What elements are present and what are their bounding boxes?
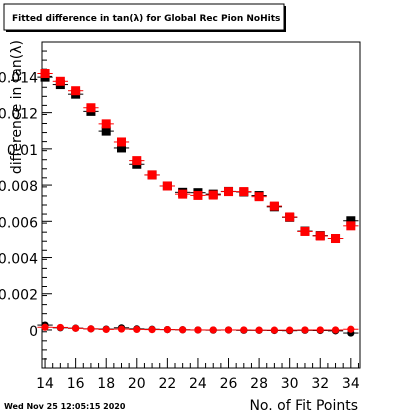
- x-tick-label: 16: [67, 376, 85, 392]
- data-point: [286, 326, 294, 334]
- chart-title: Fitted difference in tan(λ) for Global R…: [12, 14, 280, 24]
- data-point: [86, 103, 96, 113]
- data-point: [316, 326, 324, 334]
- x-tick-label: 28: [250, 376, 268, 392]
- data-point: [163, 326, 171, 334]
- data-point: [148, 326, 156, 334]
- series-circle-red: [37, 323, 359, 334]
- x-axis-label: No. of Fit Points: [249, 398, 358, 414]
- data-point: [72, 324, 80, 332]
- data-point: [56, 323, 64, 332]
- data-point: [270, 326, 278, 334]
- data-point: [55, 76, 65, 86]
- plot-frame: [41, 41, 361, 369]
- y-axis-label: difference in tan(λ): [9, 40, 25, 174]
- data-point: [209, 326, 217, 334]
- data-point: [347, 325, 355, 333]
- y-tick-label: 0.012: [0, 107, 38, 123]
- data-point: [224, 326, 233, 334]
- data-point: [179, 326, 187, 334]
- data-point: [301, 326, 309, 334]
- data-point: [285, 212, 295, 222]
- data-point: [162, 181, 172, 191]
- data-point: [240, 326, 248, 334]
- y-tick-label: 0.004: [0, 252, 38, 268]
- y-axis: 0 0.002 0.004 0.006 0.008 0.01 0.012 0.014: [0, 50, 52, 369]
- x-tick-label: 30: [281, 376, 299, 392]
- series-layer: [37, 69, 359, 337]
- series-square-black: [37, 72, 359, 244]
- data-point: [71, 86, 81, 96]
- data-point: [331, 326, 340, 334]
- y-tick-label: 0.002: [0, 288, 38, 304]
- data-point: [315, 231, 325, 241]
- data-point: [239, 187, 249, 197]
- data-point: [254, 192, 264, 202]
- data-point: [346, 216, 356, 226]
- x-tick-label: 22: [158, 376, 176, 392]
- data-point: [117, 137, 126, 147]
- data-point: [208, 190, 218, 200]
- data-point: [147, 170, 157, 180]
- data-point: [255, 326, 263, 334]
- y-tick-label: 0.008: [0, 179, 38, 195]
- x-tick-label: 32: [311, 376, 329, 392]
- x-axis: 14 16 18 20 22 24 26 28 30 32 34: [36, 358, 360, 392]
- data-point: [331, 234, 341, 244]
- x-tick-label: 34: [342, 376, 360, 392]
- data-point: [40, 69, 50, 79]
- timestamp: Wed Nov 25 12:05:15 2020: [4, 402, 126, 411]
- data-point: [224, 187, 234, 197]
- data-point: [102, 325, 110, 334]
- data-point: [132, 156, 142, 166]
- data-point: [101, 119, 111, 129]
- title-box: Fitted difference in tan(λ) for Global R…: [3, 3, 286, 32]
- data-point: [117, 143, 126, 153]
- data-point: [101, 126, 111, 136]
- data-point: [269, 201, 279, 211]
- x-tick-label: 18: [97, 376, 115, 392]
- x-tick-label: 20: [128, 376, 146, 392]
- x-tick-label: 14: [36, 376, 54, 392]
- data-point: [346, 221, 356, 231]
- data-point: [194, 326, 202, 334]
- series-square-red: [37, 69, 359, 244]
- data-point: [133, 325, 141, 334]
- data-point: [300, 226, 310, 236]
- data-point: [193, 190, 203, 200]
- data-point: [87, 325, 95, 333]
- y-tick-label: 0: [29, 324, 38, 340]
- title-box-frame: [3, 3, 285, 31]
- data-point: [41, 323, 49, 331]
- data-point: [178, 189, 188, 199]
- y-tick-label: 0.014: [0, 70, 38, 86]
- y-tick-label: 0.01: [7, 143, 38, 159]
- x-tick-label: 26: [220, 376, 238, 392]
- data-point: [117, 325, 126, 333]
- x-tick-label: 24: [189, 376, 207, 392]
- y-tick-label: 0.006: [0, 215, 38, 231]
